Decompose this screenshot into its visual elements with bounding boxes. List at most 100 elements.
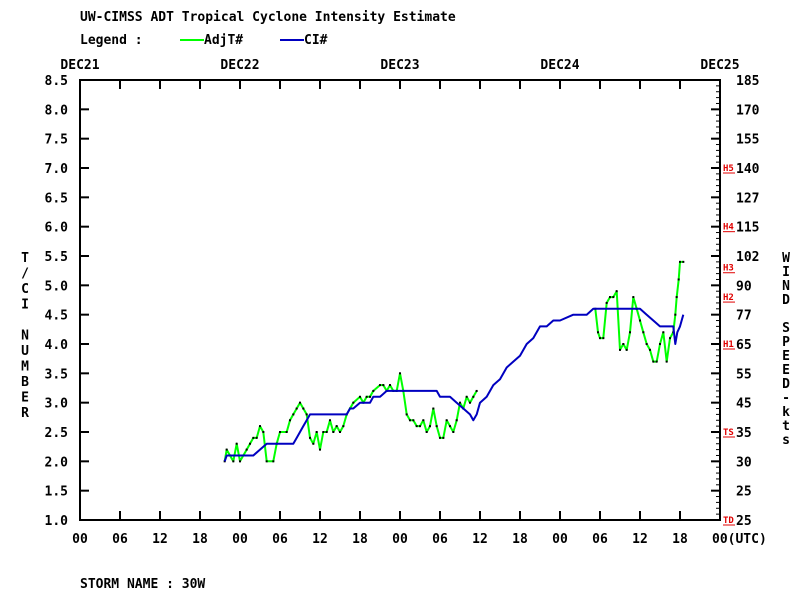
y2-axis-title-char-7: E <box>782 349 790 364</box>
adjt-point <box>223 460 226 463</box>
adjt-point <box>429 425 431 428</box>
x-tick-label-5: 06 <box>272 532 288 547</box>
category-label-2: H1 <box>723 340 734 350</box>
y2-tick-label-1: 25 <box>736 485 752 500</box>
adjt-point <box>475 389 478 392</box>
adjt-point <box>435 425 438 428</box>
adjt-point <box>449 425 451 428</box>
adjt-point <box>379 384 381 387</box>
x-tick-label-11: 18 <box>512 532 528 547</box>
adjt-point <box>405 413 408 416</box>
adjt-point <box>602 337 605 340</box>
y2-axis-title-char-1: I <box>782 265 790 280</box>
x-tick-label-0: 00 <box>72 532 88 547</box>
adjt-point <box>335 425 338 428</box>
adjt-point <box>319 448 321 451</box>
x-tick-label-10: 12 <box>472 532 488 547</box>
adjt-point <box>239 460 241 463</box>
y2-tick-label-7: 77 <box>736 309 752 324</box>
axis-ticks <box>79 79 721 521</box>
adjt-point <box>299 401 301 404</box>
adjt-point <box>439 436 441 439</box>
adjt-point <box>677 278 680 281</box>
adjt-point <box>459 401 461 404</box>
adjt-point <box>679 260 681 263</box>
adjt-point <box>255 436 258 439</box>
y-tick-label-14: 8.0 <box>45 103 69 118</box>
y-tick-label-1: 1.5 <box>45 485 68 500</box>
category-labels: TD TS H1 H2 H3 H4 H5 <box>723 164 735 526</box>
adjt-point <box>629 331 631 334</box>
adjt-point <box>612 296 615 299</box>
y2-tick-label-13: 155 <box>736 133 759 148</box>
y-tick-label-4: 3.0 <box>45 397 69 412</box>
adjt-point <box>272 460 275 463</box>
adjt-point <box>305 413 308 416</box>
chart-title: UW-CIMSS ADT Tropical Cyclone Intensity … <box>80 10 456 25</box>
y-tick-label-6: 4.0 <box>45 338 69 353</box>
y-tick-label-8: 5.0 <box>45 279 69 294</box>
adjt-point <box>249 442 251 445</box>
adjt-point <box>232 460 235 463</box>
adjt-point <box>445 419 448 422</box>
plot-frame <box>79 79 721 521</box>
x-tick-label-2: 12 <box>152 532 168 547</box>
series-layer <box>223 260 685 463</box>
adjt-point <box>415 425 418 428</box>
y2-axis-title-char-5: S <box>782 321 790 336</box>
y-axis-title-char-3: I <box>21 298 29 313</box>
x-tick-label-6: 12 <box>312 532 328 547</box>
adjt-point <box>399 372 401 375</box>
x-axis-tick-labels: 00 06 12 18 00 06 12 18 00 06 12 18 00 06 12 18 00(UTC) <box>72 532 767 547</box>
adjt-point <box>309 436 311 439</box>
series-adjt-line-1 <box>594 260 684 363</box>
y2-axis-title-char-13: s <box>782 433 790 448</box>
adjt-point <box>442 436 445 439</box>
adjt-point <box>352 401 355 404</box>
x-tick-label-16: 00(UTC) <box>712 532 767 547</box>
adjt-point <box>262 431 265 433</box>
category-label-1: TS <box>723 428 734 438</box>
x-tick-label-1: 06 <box>112 532 128 547</box>
adjt-point <box>469 401 471 404</box>
adjt-point <box>662 331 665 334</box>
adjt-point <box>675 296 678 299</box>
y-axis-title-char-10: R <box>21 406 29 421</box>
adjt-point <box>252 436 255 439</box>
category-label-4: H3 <box>723 264 734 274</box>
y2-axis-title-char-9: D <box>782 377 790 392</box>
adjt-point <box>332 431 335 433</box>
adjt-point <box>432 407 435 410</box>
adjt-point <box>412 419 415 422</box>
date-label-3: DEC24 <box>540 58 579 73</box>
adjt-point <box>285 431 288 433</box>
y2-axis-title-char-6: P <box>782 335 790 350</box>
y2-tick-label-0: 25 <box>736 514 752 529</box>
y2-tick-label-5: 55 <box>736 367 752 382</box>
y2-axis-title-char-11: k <box>782 405 790 420</box>
y-tick-label-5: 3.5 <box>45 367 68 382</box>
x-tick-label-3: 18 <box>192 532 208 547</box>
adjt-point <box>645 343 648 345</box>
date-label-1: DEC22 <box>220 58 259 73</box>
y2-axis-title-char-10: - <box>782 391 790 406</box>
adjt-point <box>359 395 361 398</box>
adjt-point <box>389 384 391 387</box>
adjt-point <box>649 348 651 351</box>
y2-tick-label-3: 35 <box>736 426 752 441</box>
adjt-point <box>235 442 238 445</box>
y-tick-label-2: 2.0 <box>45 455 69 470</box>
adjt-point <box>422 419 425 422</box>
legend-ci-label: CI# <box>304 33 328 48</box>
y-axis-title-char-7: M <box>21 360 29 375</box>
adjt-point <box>419 425 421 428</box>
adjt-point <box>655 360 658 363</box>
y-axis-title-char-6: U <box>21 344 29 359</box>
series-ci-line-0 <box>223 307 685 462</box>
y-tick-label-0: 1.0 <box>45 514 69 529</box>
y-axis-title-char-2: C <box>21 282 29 297</box>
adjt-point <box>669 337 671 340</box>
y2-tick-label-2: 30 <box>736 455 752 470</box>
